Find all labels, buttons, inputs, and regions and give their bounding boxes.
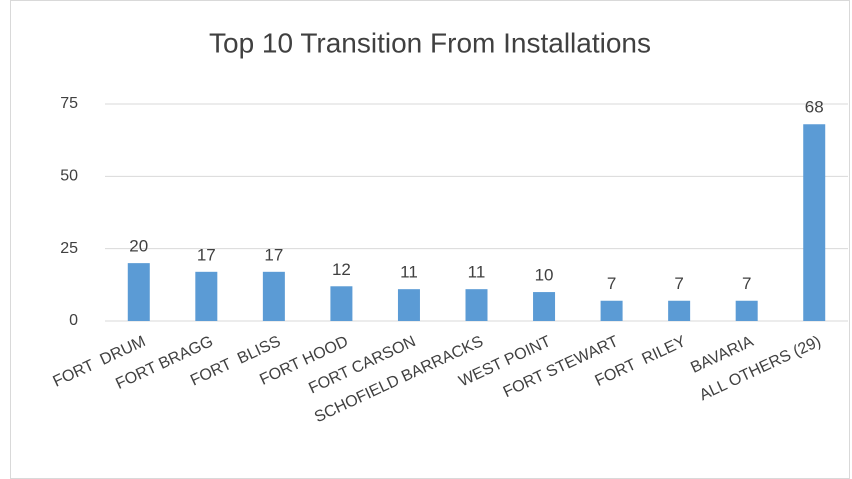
value-label: 7 [674, 274, 683, 293]
value-label: 11 [468, 263, 486, 282]
bar [668, 300, 691, 321]
y-tick-label: 0 [69, 312, 78, 329]
bar [127, 263, 150, 321]
bar [803, 124, 826, 322]
bar [397, 289, 420, 321]
bar [533, 292, 556, 321]
y-tick-label: 75 [60, 95, 78, 112]
chart-title: Top 10 Transition From Installations [209, 27, 651, 58]
y-tick-label: 50 [60, 168, 78, 185]
bar [465, 289, 488, 321]
value-label: 17 [264, 245, 283, 264]
value-label: 7 [607, 274, 616, 293]
value-label: 10 [535, 266, 554, 285]
value-label: 68 [805, 98, 824, 117]
value-label: 17 [197, 245, 216, 264]
chart-border [10, 0, 850, 479]
value-label: 7 [742, 274, 751, 293]
bar [330, 286, 353, 321]
value-label: 20 [129, 237, 148, 256]
value-label: 12 [332, 260, 351, 279]
y-tick-label: 25 [60, 240, 78, 257]
bar [600, 300, 623, 321]
bar [262, 271, 285, 321]
value-label: 11 [400, 263, 418, 282]
bar [195, 271, 218, 321]
bar [735, 300, 758, 321]
